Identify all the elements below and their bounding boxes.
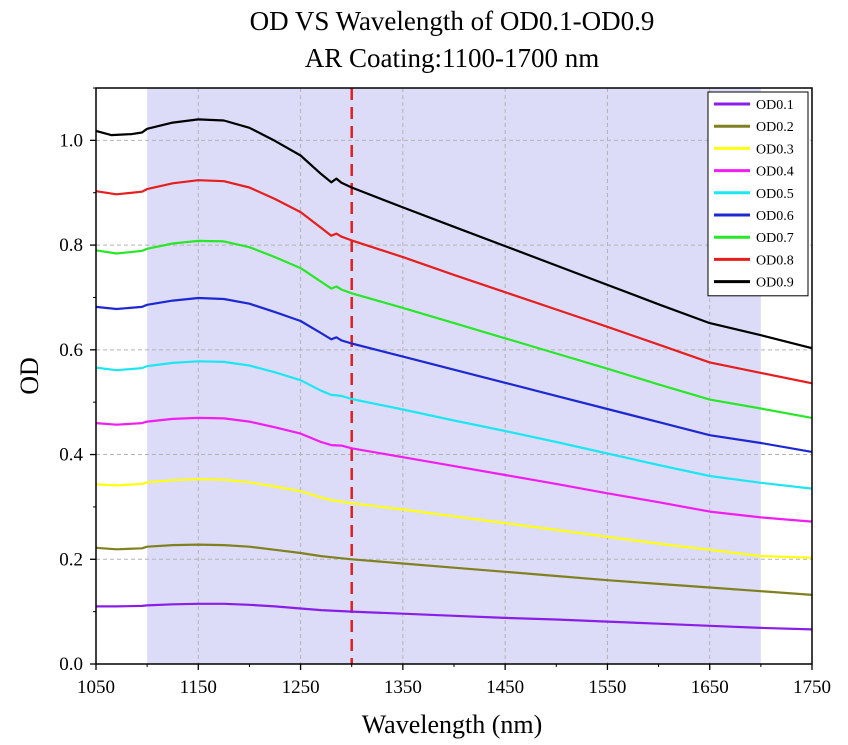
y-tick-label: 0.4 bbox=[59, 445, 83, 466]
chart-title-line-2: AR Coating:1100-1700 nm bbox=[305, 43, 600, 73]
series-line-od0-8 bbox=[95, 179, 813, 385]
x-axis-title: Wavelength (nm) bbox=[362, 710, 543, 739]
legend-label: OD0.8 bbox=[756, 253, 794, 268]
series-lines bbox=[95, 118, 813, 631]
legend-label: OD0.3 bbox=[756, 142, 794, 157]
series-line-od0-2 bbox=[95, 543, 813, 596]
legend-label: OD0.7 bbox=[756, 231, 794, 246]
y-axis-title: OD bbox=[15, 357, 44, 395]
series-line-od0-5 bbox=[95, 360, 813, 490]
x-tick-label: 1350 bbox=[384, 677, 422, 698]
y-tick-label: 0.6 bbox=[59, 340, 83, 361]
x-tick-label: 1250 bbox=[282, 677, 320, 698]
legend-label: OD0.1 bbox=[756, 98, 794, 113]
x-axis: 1050 1150 1250 1350 1450 1550 1650 1750 bbox=[77, 664, 831, 698]
series-line-od0-7 bbox=[95, 239, 813, 419]
y-tick-label: 0.0 bbox=[59, 654, 83, 675]
y-tick-label: 0.2 bbox=[59, 549, 83, 570]
x-tick-label: 1550 bbox=[588, 677, 626, 698]
legend-label: OD0.5 bbox=[756, 187, 794, 202]
x-tick-label: 1050 bbox=[77, 677, 115, 698]
x-tick-label: 1450 bbox=[486, 677, 524, 698]
legend-label: OD0.9 bbox=[756, 276, 794, 291]
legend: OD0.1 OD0.2 OD0.3 OD0.4 OD0.5 OD0.6 OD0.7 OD0.8… bbox=[707, 91, 809, 297]
legend-label: OD0.2 bbox=[756, 120, 794, 135]
chart-title-line-1: OD VS Wavelength of OD0.1-OD0.9 bbox=[250, 6, 655, 36]
x-tick-label: 1150 bbox=[180, 677, 217, 698]
legend-label: OD0.4 bbox=[756, 165, 794, 180]
series-line-od0-9 bbox=[95, 118, 813, 350]
series-line-od0-6 bbox=[95, 296, 813, 453]
ar-coating-band bbox=[147, 88, 761, 664]
x-tick-label: 1750 bbox=[793, 677, 831, 698]
series-line-od0-3 bbox=[95, 478, 813, 559]
series-line-od0-4 bbox=[95, 416, 813, 523]
grid-lines bbox=[96, 88, 812, 664]
x-tick-label: 1650 bbox=[691, 677, 729, 698]
y-tick-label: 0.8 bbox=[59, 235, 83, 256]
series-line-od0-1 bbox=[96, 602, 813, 631]
y-tick-label: 1.0 bbox=[59, 130, 83, 151]
legend-label: OD0.6 bbox=[756, 209, 794, 224]
y-axis: 0.0 0.2 0.4 0.6 0.8 1.0 bbox=[59, 87, 96, 675]
